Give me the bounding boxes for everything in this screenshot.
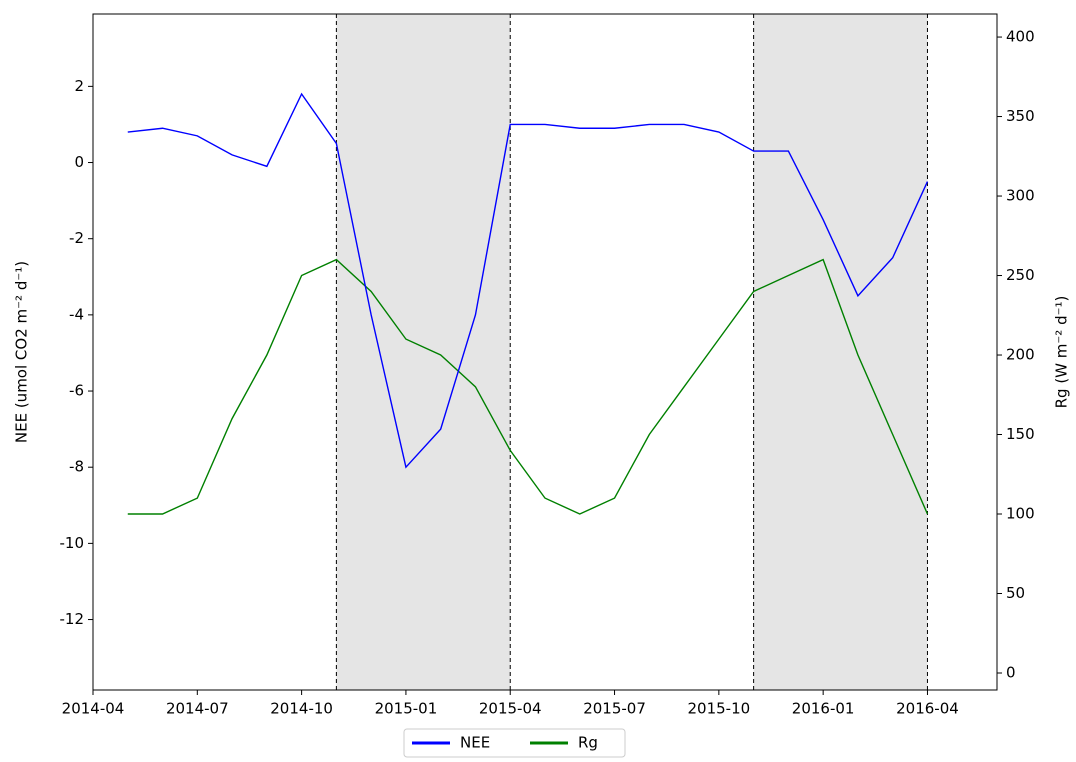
x-tick-label: 2016-01 — [792, 700, 855, 718]
shaded-span — [336, 14, 511, 690]
y-tick-label: 2 — [74, 77, 84, 95]
y2-tick-label: 400 — [1006, 28, 1035, 46]
x-tick-label: 2016-04 — [896, 700, 959, 718]
y2-tick-label: 200 — [1006, 346, 1035, 364]
shaded-span — [753, 14, 928, 690]
y2-tick-label: 300 — [1006, 187, 1035, 205]
series-line — [127, 92, 929, 469]
x-tick-label: 2014-10 — [270, 700, 333, 718]
y2-tick-label: 250 — [1006, 266, 1035, 284]
y-tick-label: -12 — [60, 610, 85, 628]
legend-box — [403, 728, 626, 758]
x-tick-label: 2014-04 — [62, 700, 125, 718]
y2-tick-label: 150 — [1006, 425, 1035, 443]
x-tick-label: 2015-10 — [688, 700, 751, 718]
y2-tick-label: 50 — [1006, 584, 1025, 602]
y-tick-label: -10 — [60, 534, 85, 552]
y-axis-label: NEE (umol CO2 m⁻² d⁻¹) — [13, 261, 31, 443]
x-tick-label: 2014-07 — [166, 700, 229, 718]
series-line — [127, 258, 929, 515]
y-tick-label: -6 — [69, 382, 84, 400]
y2-tick-label: 0 — [1006, 663, 1016, 681]
x-tick-label: 2015-01 — [375, 700, 438, 718]
y2-tick-label: 100 — [1006, 505, 1035, 523]
y2-tick-label: 350 — [1006, 107, 1035, 125]
y-tick-label: -4 — [69, 305, 84, 323]
y-tick-label: 0 — [74, 153, 84, 171]
x-tick-label: 2015-07 — [583, 700, 646, 718]
plot-frame — [92, 13, 998, 691]
y-tick-label: -8 — [69, 458, 84, 476]
legend-label: NEE — [460, 734, 490, 752]
legend-label: Rg — [578, 734, 598, 752]
y2-axis-label: Rg (W m⁻² d⁻¹) — [1053, 296, 1071, 409]
x-tick-label: 2015-04 — [479, 700, 542, 718]
y-tick-label: -2 — [69, 229, 84, 247]
